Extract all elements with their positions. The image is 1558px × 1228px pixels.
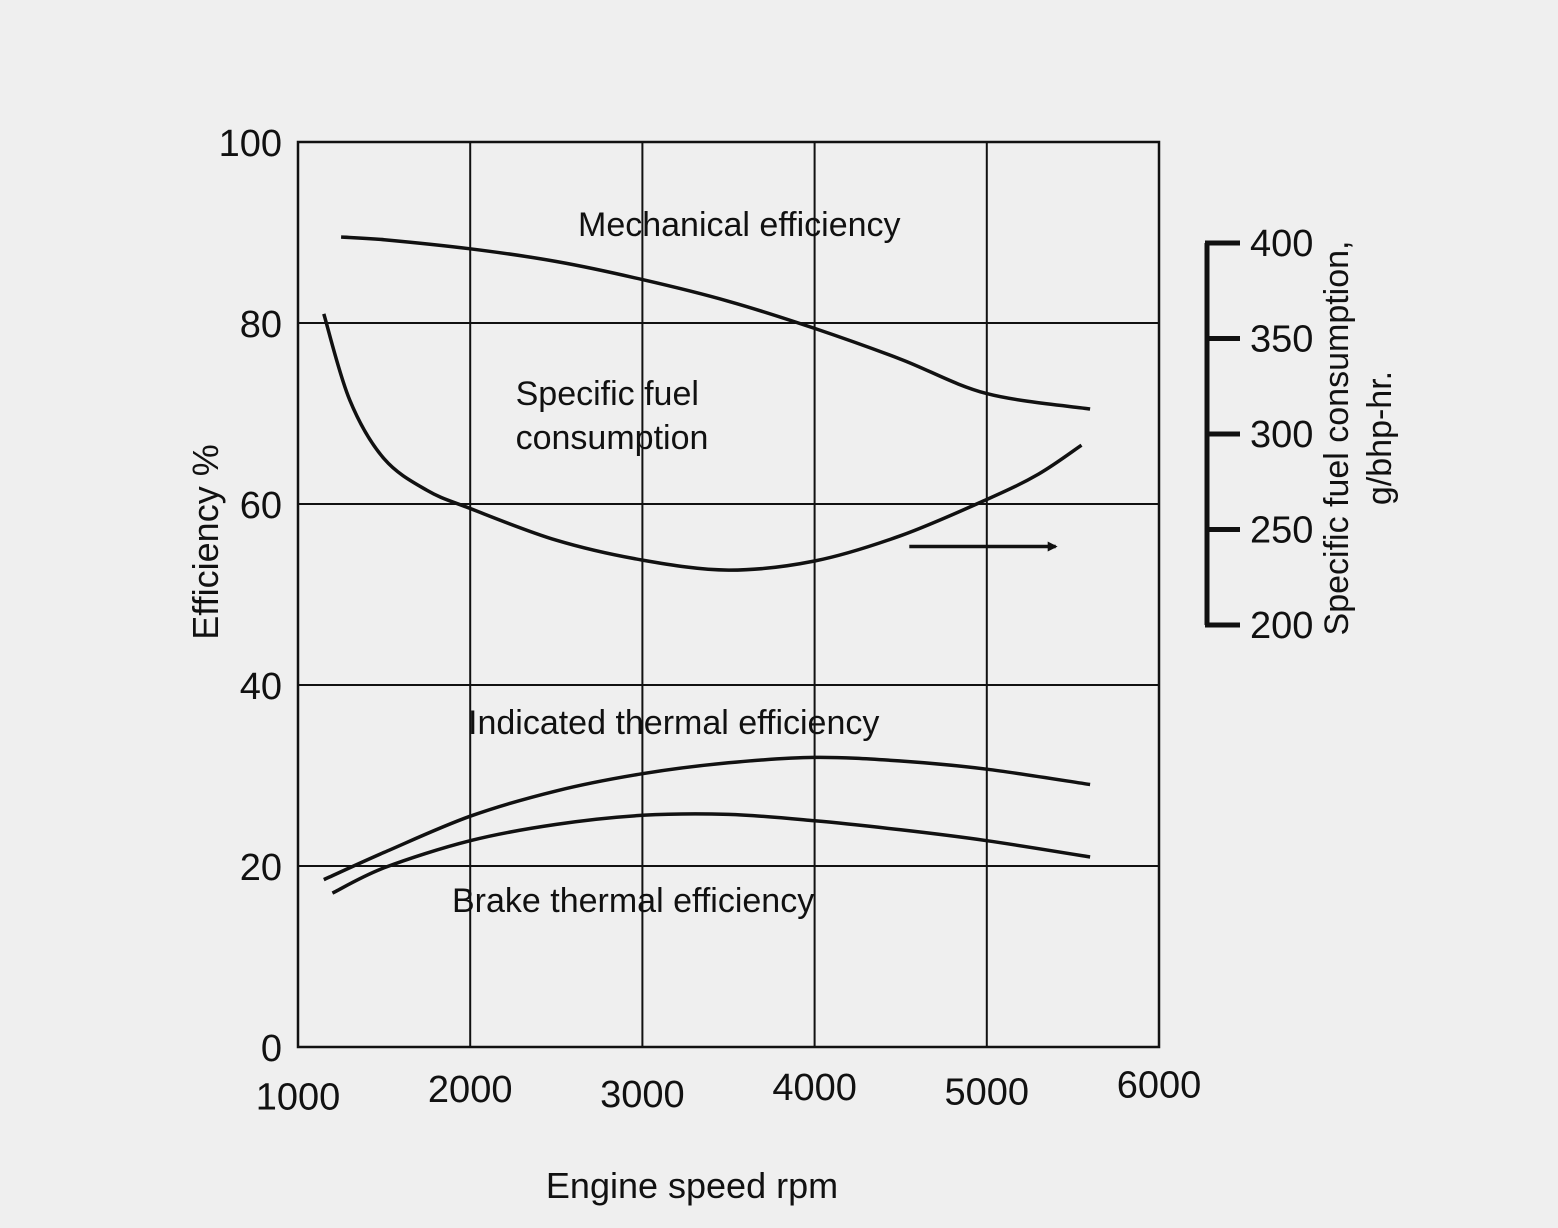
x-tick-label-1000: 1000 [256, 1076, 341, 1118]
label-specific-fuel-consumption: Specific fuel consumption [516, 375, 709, 457]
x-tick-label-4000: 4000 [772, 1067, 857, 1109]
secondary-tick-label-300: 300 [1250, 414, 1313, 456]
tick-labels: 1000 2000 3000 4000 5000 6000 0 20 40 60 80 100 [219, 123, 1202, 1118]
x-axis-title: Engine speed rpm [546, 1165, 838, 1206]
plot-frame [296, 140, 1161, 1049]
x-tick-label-3000: 3000 [600, 1074, 685, 1116]
label-sfc-line1: Specific fuel [516, 375, 699, 413]
curve-mechanical-efficiency [340, 235, 1091, 411]
y-axis-title: Efficiency % [185, 444, 226, 639]
secondary-tick-label-250: 250 [1250, 510, 1313, 552]
y-tick-label-20: 20 [240, 847, 282, 889]
label-brake-thermal-efficiency: Brake thermal efficiency [452, 882, 814, 920]
x-tick-label-5000: 5000 [945, 1072, 1030, 1114]
secondary-axis: 400 350 300 250 200 [1204, 223, 1313, 647]
secondary-tick-label-200: 200 [1250, 605, 1313, 647]
secondary-axis-title-line1: Specific fuel consumption, [1318, 241, 1356, 636]
secondary-axis-title-line2: g/bhp-hr. [1361, 371, 1399, 505]
y-tick-label-60: 60 [240, 485, 282, 527]
curve-brake-thermal-efficiency [331, 812, 1091, 895]
y-tick-label-40: 40 [240, 666, 282, 708]
curves [322, 235, 1091, 895]
y-tick-label-0: 0 [261, 1028, 282, 1070]
label-sfc-line2: consumption [516, 419, 709, 457]
x-tick-label-6000: 6000 [1117, 1064, 1202, 1106]
label-indicated-thermal-efficiency: Indicated thermal efficiency [468, 704, 879, 742]
y-tick-label-100: 100 [219, 123, 282, 165]
curve-indicated-thermal-efficiency [323, 755, 1091, 882]
curve-specific-fuel-consumption [322, 313, 1083, 572]
y-tick-label-80: 80 [240, 304, 282, 346]
grid [298, 142, 1159, 1047]
label-mechanical-efficiency: Mechanical efficiency [578, 206, 901, 244]
secondary-tick-label-400: 400 [1250, 223, 1313, 265]
secondary-tick-label-350: 350 [1250, 319, 1313, 361]
x-tick-label-2000: 2000 [428, 1069, 513, 1111]
